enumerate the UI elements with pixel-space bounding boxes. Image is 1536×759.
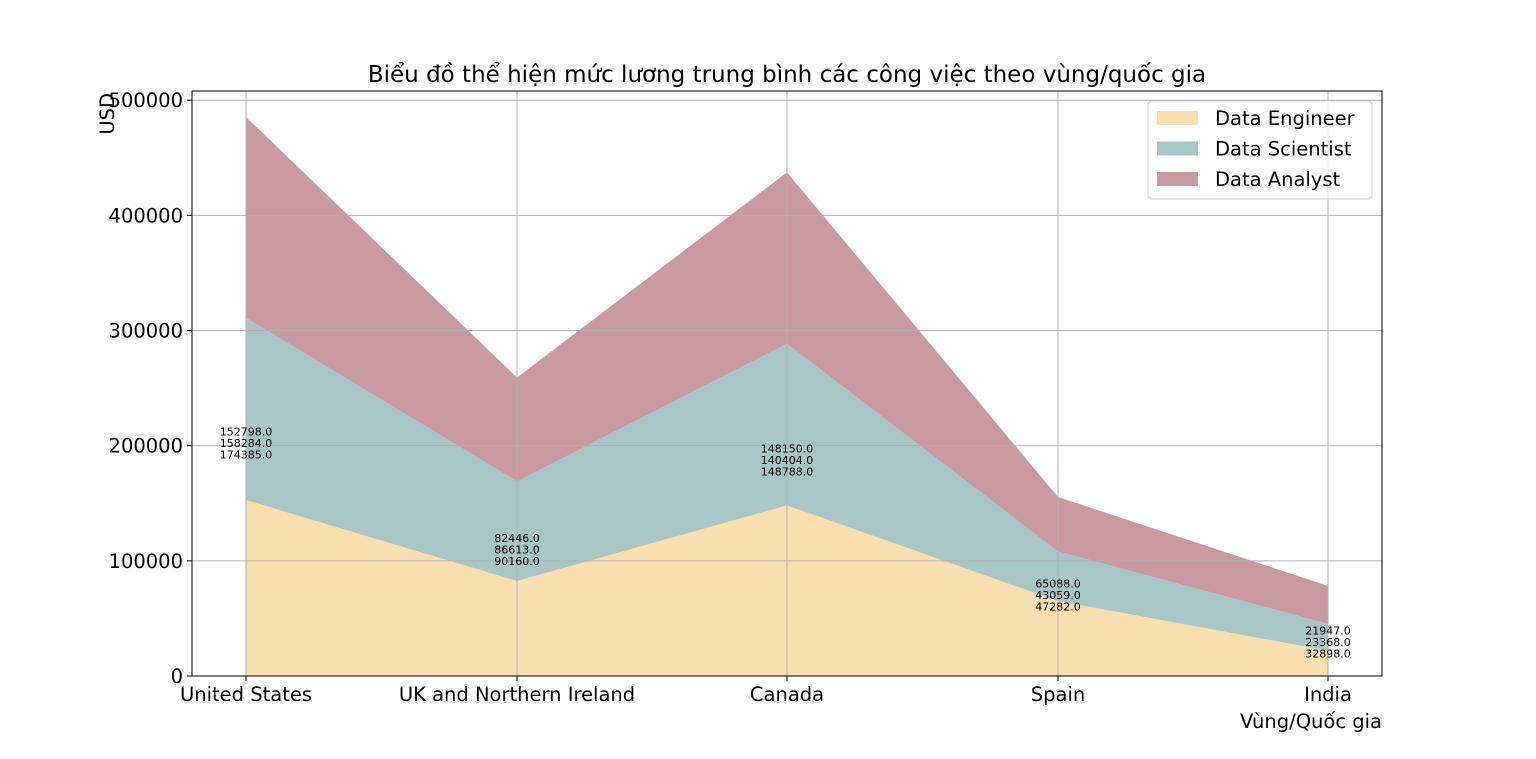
data-label: 43059.0	[1035, 589, 1081, 602]
data-label: 82446.0	[494, 532, 540, 545]
legend-label: Data Engineer	[1215, 107, 1356, 130]
x-axis-label: Vùng/Quốc gia	[1240, 710, 1382, 733]
y-tick-label: 400000	[109, 204, 183, 227]
data-label: 158284.0	[220, 437, 273, 450]
x-tick-label: India	[1304, 683, 1352, 706]
legend-swatch	[1157, 111, 1198, 125]
y-axis-label: USD	[96, 93, 119, 135]
legend: Data Engineer Data Scientist Data Analyst	[1147, 100, 1373, 200]
data-label: 140404.0	[761, 454, 814, 467]
data-label: 148150.0	[761, 442, 814, 455]
data-label: 86613.0	[494, 543, 540, 556]
chart-title: Biểu đồ thể hiện mức lương trung bình cá…	[368, 62, 1206, 88]
legend-label: Data Scientist	[1215, 138, 1352, 161]
y-tick-label: 100000	[109, 550, 183, 573]
y-tick-label: 500000	[109, 89, 183, 112]
legend-swatch	[1157, 141, 1198, 156]
x-tick-label: Spain	[1031, 683, 1085, 706]
data-label: 23368.0	[1305, 636, 1351, 649]
data-label: 32898.0	[1305, 648, 1351, 661]
x-tick-label: UK and Northern Ireland	[399, 683, 635, 706]
legend-swatch	[1157, 172, 1198, 186]
legend-label: Data Analyst	[1215, 168, 1341, 191]
y-tick-label: 200000	[109, 435, 183, 458]
x-tick-label: Canada	[750, 683, 824, 706]
data-label: 152798.0	[220, 426, 273, 439]
y-axis-ticks: 0 100000 200000 300000 400000 500000	[109, 89, 192, 688]
data-label: 47282.0	[1035, 601, 1081, 614]
y-tick-label: 300000	[109, 320, 183, 343]
data-label: 65088.0	[1035, 577, 1081, 590]
data-label: 21947.0	[1305, 624, 1351, 637]
x-tick-label: United States	[180, 683, 312, 706]
y-tick-label: 0	[171, 665, 183, 688]
x-axis-ticks: United States UK and Northern Ireland Cana…	[180, 676, 1352, 706]
legend-box	[1147, 100, 1373, 200]
data-label: 174385.0	[220, 449, 273, 462]
data-label: 90160.0	[494, 555, 540, 568]
data-label: 148788.0	[761, 466, 814, 479]
